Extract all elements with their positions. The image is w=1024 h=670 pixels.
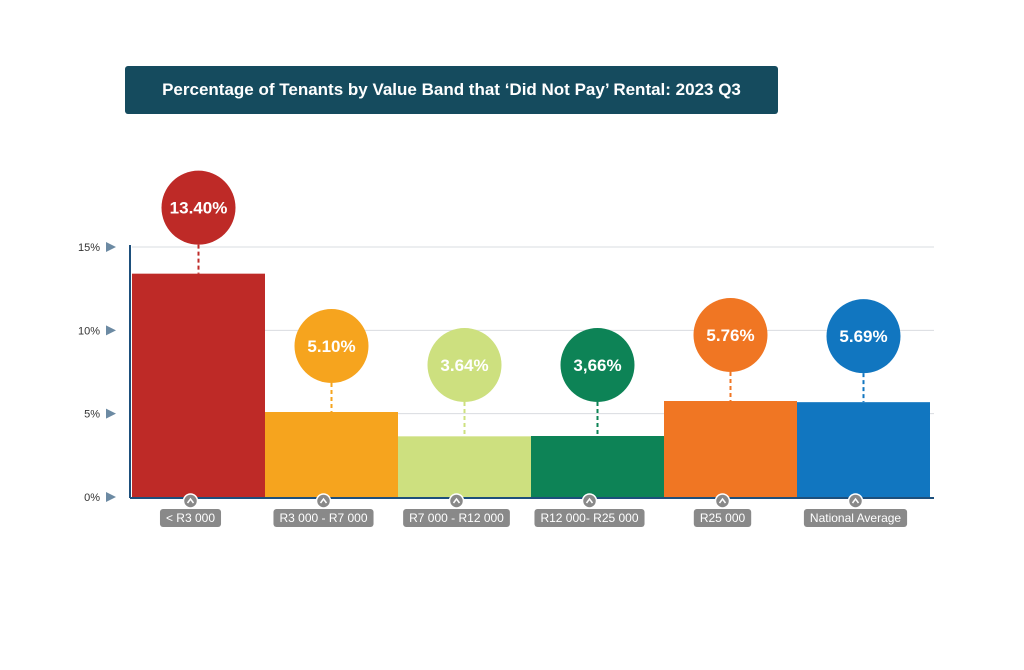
y-axis-ticks: 0% 5% 10% 15% bbox=[78, 242, 116, 504]
bar bbox=[797, 402, 930, 497]
chevron-up-icon bbox=[182, 493, 199, 509]
category-label: R25 000 bbox=[700, 511, 746, 525]
bars bbox=[132, 273, 930, 497]
category-label-box bbox=[534, 509, 645, 527]
category-label: National Average bbox=[810, 511, 902, 525]
chevron-up-glyph bbox=[851, 497, 860, 504]
data-label: 5.76% bbox=[706, 326, 754, 345]
chevron-up-glyph bbox=[452, 497, 461, 504]
data-label: 3,66% bbox=[573, 356, 621, 375]
category-label-box bbox=[403, 509, 510, 527]
value-bubble bbox=[427, 328, 502, 402]
data-label: 3.64% bbox=[440, 356, 488, 375]
chevron-up-glyph bbox=[585, 497, 594, 504]
bar bbox=[664, 401, 797, 497]
data-label: 5.69% bbox=[839, 327, 887, 346]
category-label-box bbox=[273, 509, 374, 527]
category-labels: < R3 000 R3 000 - R7 000 R7 000 - R12 000 R… bbox=[159, 493, 908, 527]
chevron-up-icon bbox=[448, 493, 465, 509]
chevron-up-icon bbox=[315, 493, 332, 509]
chevron-up-icon bbox=[714, 493, 731, 509]
chevron-up-icon bbox=[581, 493, 598, 509]
tick-arrow-icon bbox=[106, 492, 116, 502]
category-label: R7 000 - R12 000 bbox=[409, 511, 504, 525]
value-bubble bbox=[826, 299, 901, 374]
data-label: 5.10% bbox=[307, 337, 355, 356]
data-label: 13.40% bbox=[170, 199, 228, 218]
bar bbox=[398, 436, 531, 497]
category-label-box bbox=[803, 509, 908, 527]
tick-arrow-icon bbox=[106, 408, 116, 419]
data-labels: 13.40% 5.10% 3.64% 3,66% 5.76% 5.69% bbox=[161, 170, 901, 437]
category-label: R12 000- R25 000 bbox=[540, 511, 638, 525]
y-tick-label: 0% bbox=[84, 492, 100, 504]
chevron-up-glyph bbox=[718, 497, 727, 504]
y-tick-label: 5% bbox=[84, 409, 100, 421]
chevron-up-glyph bbox=[186, 497, 195, 504]
category-label: < R3 000 bbox=[166, 511, 215, 525]
chevron-up-glyph bbox=[319, 497, 328, 504]
value-bubble bbox=[161, 170, 236, 245]
value-bubble bbox=[560, 328, 635, 402]
bar bbox=[531, 436, 664, 497]
category-label-box bbox=[159, 509, 222, 527]
category-label: R3 000 - R7 000 bbox=[279, 511, 367, 525]
tick-arrow-icon bbox=[106, 242, 116, 252]
chart-title: Percentage of Tenants by Value Band that… bbox=[125, 66, 778, 114]
category-label-box bbox=[693, 509, 752, 527]
axes bbox=[129, 245, 934, 499]
tick-arrow-icon bbox=[106, 325, 116, 336]
value-bubble bbox=[693, 298, 768, 372]
bar bbox=[265, 412, 398, 497]
chevron-up-icon bbox=[847, 493, 864, 509]
y-tick-label: 15% bbox=[78, 242, 100, 254]
value-bubble bbox=[294, 309, 369, 383]
bar bbox=[132, 273, 265, 497]
y-tick-label: 10% bbox=[78, 325, 100, 337]
